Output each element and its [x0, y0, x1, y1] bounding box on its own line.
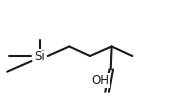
Text: Si: Si — [34, 50, 45, 62]
Text: OH: OH — [91, 74, 109, 87]
